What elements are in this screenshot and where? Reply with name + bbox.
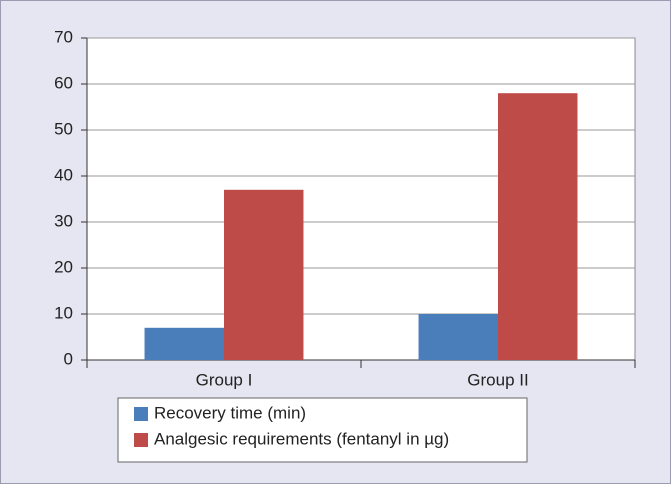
- legend-box: [117, 397, 528, 463]
- y-tick-label: 0: [64, 349, 73, 368]
- bar: [498, 93, 578, 360]
- y-tick-label: 20: [54, 257, 73, 276]
- bar: [418, 314, 498, 360]
- y-tick-label: 30: [54, 211, 73, 230]
- x-tick-label: Group I: [196, 370, 253, 389]
- legend-label: Recovery time (min): [154, 403, 306, 422]
- y-tick-label: 40: [54, 165, 73, 184]
- y-tick-label: 60: [54, 73, 73, 92]
- x-tick-label: Group II: [467, 370, 528, 389]
- legend-swatch: [134, 433, 148, 447]
- legend-swatch: [134, 407, 148, 421]
- bar: [224, 189, 304, 360]
- legend-label: Analgesic requirements (fentanyl in µg): [154, 429, 449, 448]
- y-tick-label: 50: [54, 119, 73, 138]
- y-tick-label: 10: [54, 303, 73, 322]
- bar: [144, 327, 224, 360]
- y-tick-label: 70: [54, 27, 73, 46]
